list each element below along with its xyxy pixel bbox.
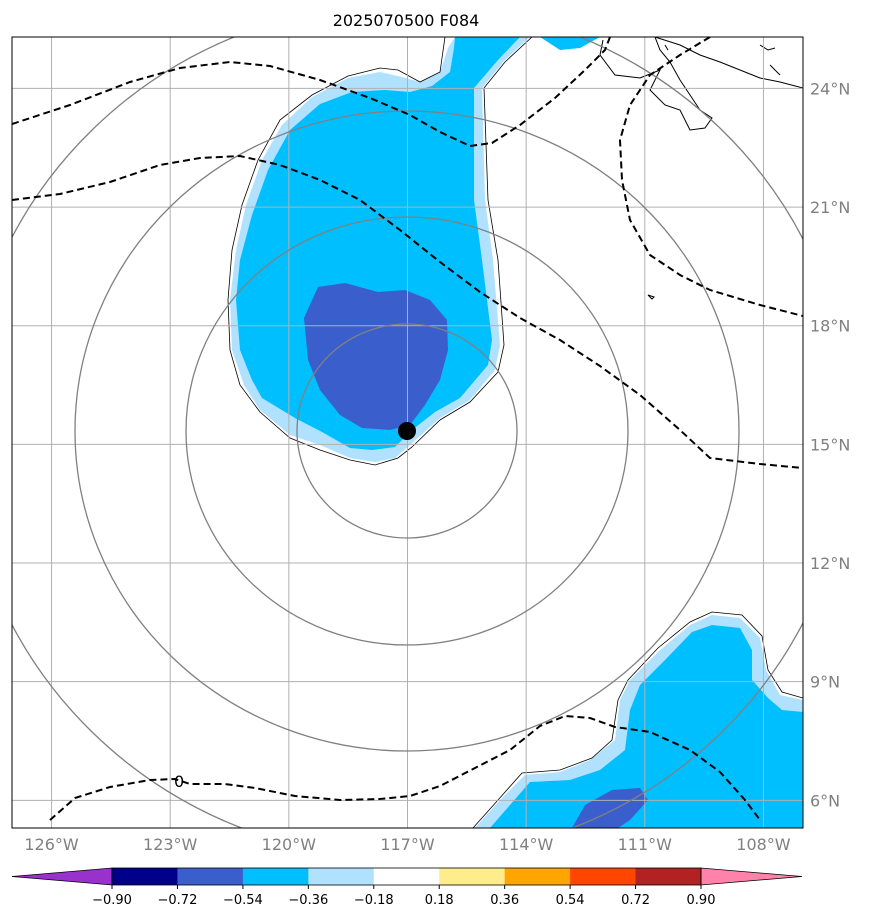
lon-label: 126°W — [24, 835, 79, 854]
colorbar-segment — [570, 868, 637, 885]
range-rings — [12, 37, 803, 828]
range-ring-2 — [185, 216, 629, 646]
lat-label: 6°N — [810, 791, 840, 810]
anomaly-region-south-dark — [572, 788, 648, 828]
zero-contours — [12, 37, 803, 821]
colorbar-tick-label: 0.18 — [425, 893, 454, 908]
lon-label: 117°W — [380, 835, 435, 854]
lat-label: 18°N — [810, 317, 850, 336]
colorbar-segment — [242, 868, 309, 885]
map-area — [12, 37, 803, 828]
colorbar-segment — [373, 868, 440, 885]
colorbar-segment — [504, 868, 571, 885]
coastline — [599, 37, 803, 300]
colorbar-segment — [177, 868, 244, 885]
lat-lon-grid — [12, 37, 803, 828]
colorbar-tick-label: −0.18 — [354, 893, 394, 908]
anomaly-outline-north — [227, 37, 533, 466]
colorbar-segment — [112, 868, 178, 885]
anomaly-region-north-dark — [304, 283, 448, 430]
lat-label: 12°N — [810, 554, 850, 573]
colorbar-tick-label: 0.54 — [556, 893, 585, 908]
storm-center-marker — [398, 422, 416, 440]
colorbar-tick-label: −0.36 — [288, 893, 328, 908]
colorbar-tick-label: 0.36 — [490, 893, 519, 908]
lon-label: 114°W — [499, 835, 554, 854]
colorbar-tick-label: 0.90 — [687, 893, 716, 908]
colorbar-extend-low — [11, 867, 113, 886]
contour-line-1 — [12, 37, 611, 148]
colorbar-tick-label: 0.72 — [621, 893, 650, 908]
longitude-labels: 126°W 123°W 120°W 117°W 114°W 111°W 108°W — [24, 835, 790, 854]
range-ring-1 — [296, 323, 518, 539]
colorbar-tick-label: −0.72 — [158, 893, 198, 908]
lon-label: 108°W — [736, 835, 791, 854]
contour-line-2 — [12, 154, 803, 469]
figure-title: 2025070500 F084 — [333, 11, 480, 30]
colorbar-tick-label: −0.54 — [223, 893, 263, 908]
colorbar-extend-high — [700, 867, 803, 886]
lat-label: 15°N — [810, 435, 850, 454]
contour-line-3 — [618, 37, 803, 317]
colorbar-segment — [439, 868, 506, 885]
contour-label: 0 — [174, 772, 184, 791]
colorbar-segment — [635, 868, 702, 885]
range-ring-3 — [74, 110, 740, 752]
lon-label: 111°W — [618, 835, 673, 854]
latitude-labels: 24°N 21°N 18°N 15°N 12°N 9°N 6°N — [810, 79, 850, 810]
anomaly-region-south-mid — [490, 625, 803, 828]
anomaly-region-north-small — [540, 37, 600, 50]
colorbar-outline — [111, 867, 702, 886]
lat-label: 21°N — [810, 198, 850, 217]
colorbar: −0.90 −0.72 −0.54 −0.36 −0.18 0.18 0.36 0.54 0.7… — [11, 867, 803, 908]
lon-label: 123°W — [143, 835, 198, 854]
lon-label: 120°W — [262, 835, 317, 854]
contour-line-4 — [49, 714, 761, 821]
colorbar-tick-label: −0.90 — [92, 893, 132, 908]
lat-label: 9°N — [810, 673, 840, 692]
lat-label: 24°N — [810, 79, 850, 98]
colorbar-segment — [308, 868, 375, 885]
map-frame — [11, 36, 804, 829]
anomaly-outline-south — [472, 611, 803, 828]
